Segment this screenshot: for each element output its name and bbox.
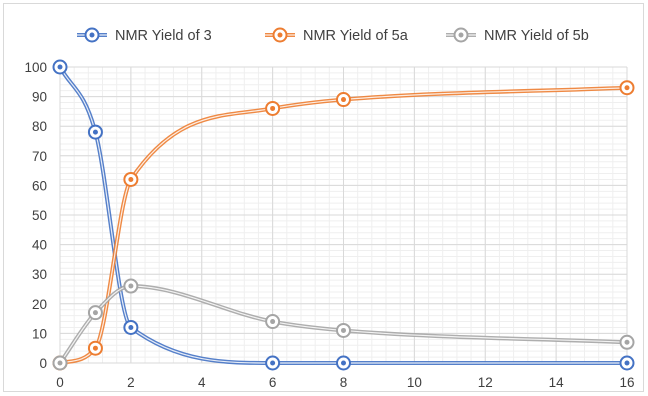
data-point	[87, 124, 103, 140]
legend-marker-dot	[89, 32, 95, 38]
data-point-dot	[270, 105, 276, 111]
y-tick-label: 100	[24, 60, 47, 75]
data-point-dot	[92, 310, 98, 316]
x-tick-label: 12	[478, 375, 493, 390]
series-3	[52, 278, 635, 371]
data-point	[265, 355, 281, 371]
legend-item-3: NMR Yield of 5b	[446, 27, 589, 44]
y-axis: 0 10 20 30 40 50 60 70 80 90 100	[24, 60, 47, 371]
data-point	[265, 100, 281, 116]
legend-marker	[272, 27, 288, 43]
data-point	[619, 334, 635, 350]
data-point-dot	[624, 360, 630, 366]
legend-marker-dot	[277, 32, 283, 38]
legend-marker	[453, 27, 469, 43]
data-point-dot	[57, 64, 63, 70]
x-tick-label: 0	[56, 375, 64, 390]
legend-marker	[84, 27, 100, 43]
y-tick-label: 70	[32, 149, 47, 164]
series-layer	[52, 59, 635, 371]
y-tick-label: 20	[32, 297, 47, 312]
x-tick-label: 6	[269, 375, 277, 390]
legend-item-1: NMR Yield of 3	[77, 27, 212, 44]
legend-marker-dot	[458, 32, 464, 38]
data-point-dot	[92, 129, 98, 135]
data-point-dot	[57, 360, 63, 366]
x-tick-label: 14	[549, 375, 565, 390]
y-tick-label: 90	[32, 90, 47, 105]
data-point	[336, 355, 351, 371]
y-tick-label: 40	[32, 238, 47, 253]
legend-item-2: NMR Yield of 5a	[265, 27, 409, 44]
x-tick-label: 8	[340, 375, 348, 390]
data-point-dot	[341, 97, 346, 103]
x-tick-label: 2	[127, 375, 135, 390]
x-tick-label: 4	[198, 375, 206, 390]
data-point-dot	[128, 324, 134, 330]
data-point-dot	[624, 339, 630, 345]
x-axis: 0 2 4 6 8 10 12 14 16	[56, 375, 634, 390]
x-tick-label: 16	[619, 375, 634, 390]
legend-label: NMR Yield of 5b	[484, 28, 589, 44]
data-point	[123, 319, 139, 335]
data-point-dot	[128, 176, 134, 182]
data-point-dot	[341, 327, 346, 333]
data-point	[52, 59, 68, 75]
data-point	[336, 322, 351, 338]
x-tick-label: 10	[407, 375, 422, 390]
data-point	[619, 80, 635, 96]
y-tick-label: 10	[32, 326, 47, 341]
data-point	[87, 340, 103, 356]
data-point-dot	[92, 345, 98, 351]
y-tick-label: 80	[32, 119, 47, 134]
major-gridlines	[59, 66, 628, 364]
data-point-dot	[624, 85, 630, 91]
data-point-dot	[270, 360, 276, 366]
data-point-dot	[128, 283, 134, 289]
data-point-dot	[341, 360, 346, 366]
data-point	[619, 355, 635, 371]
legend-label: NMR Yield of 5a	[303, 28, 409, 44]
data-point-dot	[270, 319, 276, 325]
data-point	[52, 355, 68, 371]
data-point	[87, 305, 103, 321]
legend: NMR Yield of 3 NMR Yield of 5a NMR Yield o…	[77, 27, 589, 44]
y-tick-label: 30	[32, 267, 47, 282]
data-point	[123, 171, 139, 187]
data-point	[123, 278, 139, 294]
series-1	[52, 59, 635, 371]
legend-label: NMR Yield of 3	[115, 28, 212, 44]
y-tick-label: 60	[32, 178, 47, 193]
data-point	[265, 314, 281, 330]
y-tick-label: 0	[39, 356, 47, 371]
y-tick-label: 50	[32, 208, 47, 223]
data-point	[336, 92, 351, 108]
